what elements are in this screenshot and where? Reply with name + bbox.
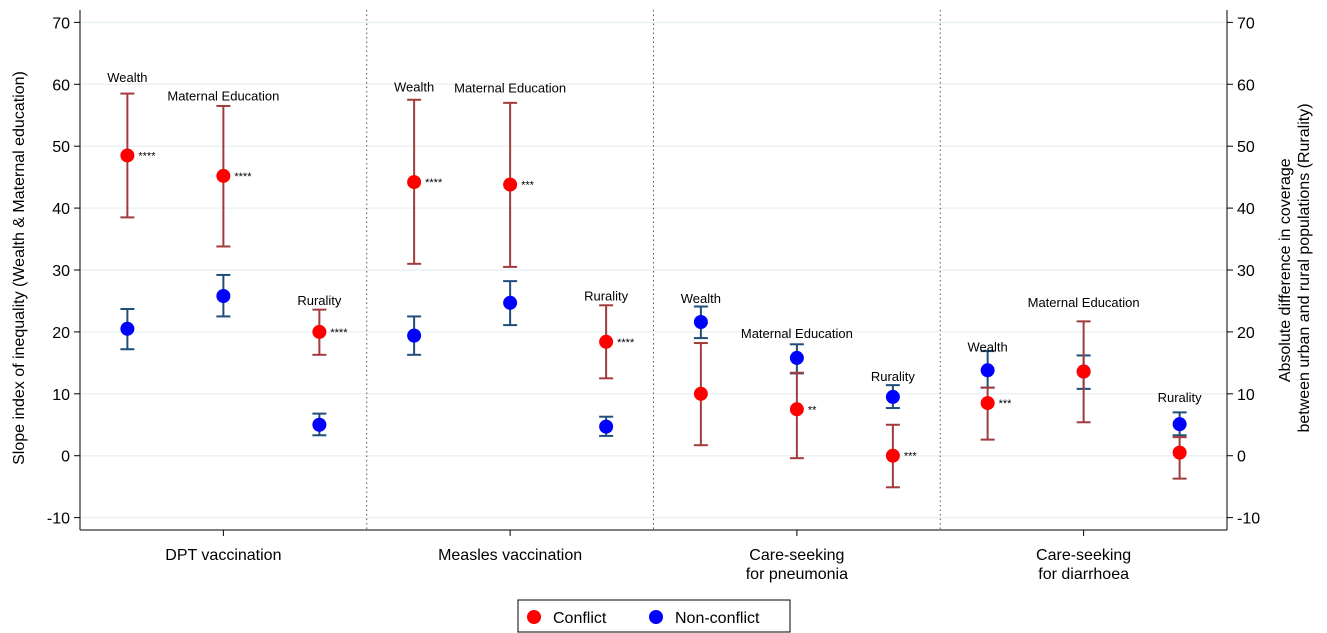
y-tick-label-left-6: 50	[52, 139, 70, 156]
y-tick-label-left-5: 40	[52, 201, 70, 218]
category-label-2-line-1: for pneumonia	[746, 566, 848, 583]
legend: Conflict Non-conflict	[517, 599, 791, 633]
y-tick-label-right-1: 0	[1237, 449, 1246, 466]
category-label-2: Care-seeking for pneumonia	[746, 547, 848, 583]
category-label-3-line-1: for diarrhoea	[1038, 566, 1129, 583]
y-tick-label-right-0: -10	[1237, 511, 1260, 528]
y-tick-label-right-4: 30	[1237, 263, 1255, 280]
y-axis-title-left: Slope index of inequality (Wealth & Mate…	[11, 71, 28, 465]
group-labels: Wealth Maternal Education Rurality Wealth Ma…	[107, 70, 1202, 405]
category-label-0: DPT vaccination	[165, 547, 281, 564]
point-conflict-6	[693, 386, 708, 401]
group-label-9: Wealth	[968, 339, 1008, 354]
category-separators	[366, 10, 941, 530]
significance-conflict-4: ***	[521, 180, 535, 192]
y-tick-label-right-7: 60	[1237, 77, 1255, 94]
group-label-11: Rurality	[1158, 390, 1203, 405]
y-tick-label-left-8: 70	[52, 15, 70, 32]
group-label-6: Wealth	[681, 291, 721, 306]
significance-conflict-0: ****	[138, 150, 156, 162]
point-conflict-3	[407, 175, 422, 190]
significance-conflict-2: ****	[330, 327, 348, 339]
group-label-8: Rurality	[871, 369, 916, 384]
category-label-1-line-0: Measles vaccination	[438, 547, 582, 564]
point-nonconflict-11	[1172, 417, 1187, 432]
significance-conflict-9: ***	[999, 398, 1013, 410]
data-marks: **************** ***************	[120, 92, 1187, 489]
point-conflict-4	[503, 177, 518, 192]
point-conflict-11	[1172, 445, 1187, 460]
point-nonconflict-2	[312, 417, 327, 432]
y-tick-label-left-2: 10	[52, 387, 70, 404]
category-label-3-line-0: Care-seeking	[1036, 547, 1131, 564]
y-tick-label-right-3: 20	[1237, 325, 1255, 342]
group-label-4: Maternal Education	[454, 81, 566, 96]
point-conflict-10	[1076, 364, 1091, 379]
category-labels: DPT vaccination Measles vaccination Care-s…	[165, 530, 1131, 583]
point-nonconflict-1	[216, 289, 231, 303]
point-conflict-9	[980, 396, 995, 411]
point-conflict-0	[120, 148, 135, 163]
legend-marker-nonconflict	[649, 610, 663, 624]
y-ticks: -10 -10 0 0 10 10 20 20 30 30 40 40 50 50 60 60 70 70	[47, 15, 1260, 527]
significance-conflict-8: ***	[904, 451, 918, 463]
legend-label-conflict: Conflict	[553, 610, 607, 627]
point-conflict-5	[599, 334, 614, 349]
point-conflict-8	[885, 448, 900, 463]
group-label-1: Maternal Education	[167, 89, 279, 104]
y-tick-label-right-2: 10	[1237, 387, 1255, 404]
point-nonconflict-8	[885, 389, 900, 404]
group-label-10: Maternal Education	[1028, 295, 1140, 310]
point-nonconflict-3	[407, 328, 422, 343]
y-tick-label-left-7: 60	[52, 77, 70, 94]
legend-marker-conflict	[527, 610, 541, 624]
y-tick-label-left-4: 30	[52, 263, 70, 280]
point-conflict-7	[789, 402, 804, 417]
point-nonconflict-6	[693, 315, 708, 329]
significance-conflict-7: **	[808, 404, 817, 416]
group-label-5: Rurality	[584, 289, 629, 304]
significance-conflict-3: ****	[425, 177, 443, 189]
legend-label-nonconflict: Non-conflict	[675, 610, 760, 627]
category-label-3: Care-seeking for diarrhoea	[1036, 547, 1131, 583]
y-axis-title-right: Absolute difference in coverage between …	[1277, 103, 1313, 432]
y-tick-label-left-0: -10	[47, 511, 70, 528]
group-label-2: Rurality	[297, 293, 342, 308]
point-conflict-1	[216, 168, 231, 183]
group-label-7: Maternal Education	[741, 326, 853, 341]
group-label-3: Wealth	[394, 79, 434, 94]
point-nonconflict-4	[503, 295, 518, 310]
y-axis-title-right-line-2: between urban and rural populations (Rur…	[1296, 103, 1313, 432]
category-label-1: Measles vaccination	[438, 547, 582, 564]
y-tick-label-right-5: 40	[1237, 201, 1255, 218]
point-nonconflict-9	[980, 363, 995, 378]
category-label-0-line-0: DPT vaccination	[165, 547, 281, 564]
point-nonconflict-0	[120, 321, 135, 336]
y-tick-label-left-1: 0	[61, 449, 70, 466]
point-nonconflict-7	[789, 350, 804, 365]
point-nonconflict-5	[599, 419, 614, 434]
significance-conflict-1: ****	[234, 171, 252, 183]
point-conflict-2	[312, 324, 327, 339]
category-label-2-line-0: Care-seeking	[749, 547, 844, 564]
y-axis-title-right-line-1: Absolute difference in coverage	[1277, 158, 1294, 382]
significance-conflict-5: ****	[617, 337, 635, 349]
group-label-0: Wealth	[107, 70, 147, 85]
y-tick-label-right-8: 70	[1237, 15, 1255, 32]
y-tick-label-left-3: 20	[52, 325, 70, 342]
y-tick-label-right-6: 50	[1237, 139, 1255, 156]
